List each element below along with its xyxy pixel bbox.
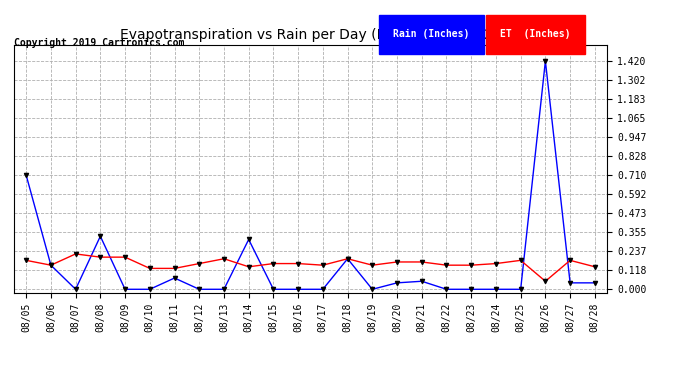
Text: Copyright 2019 Cartronics.com: Copyright 2019 Cartronics.com bbox=[14, 38, 184, 48]
Text: ET  (Inches): ET (Inches) bbox=[500, 29, 571, 39]
Title: Evapotranspiration vs Rain per Day (Inches) 20190829: Evapotranspiration vs Rain per Day (Inch… bbox=[119, 28, 502, 42]
Text: Rain (Inches): Rain (Inches) bbox=[393, 29, 470, 39]
